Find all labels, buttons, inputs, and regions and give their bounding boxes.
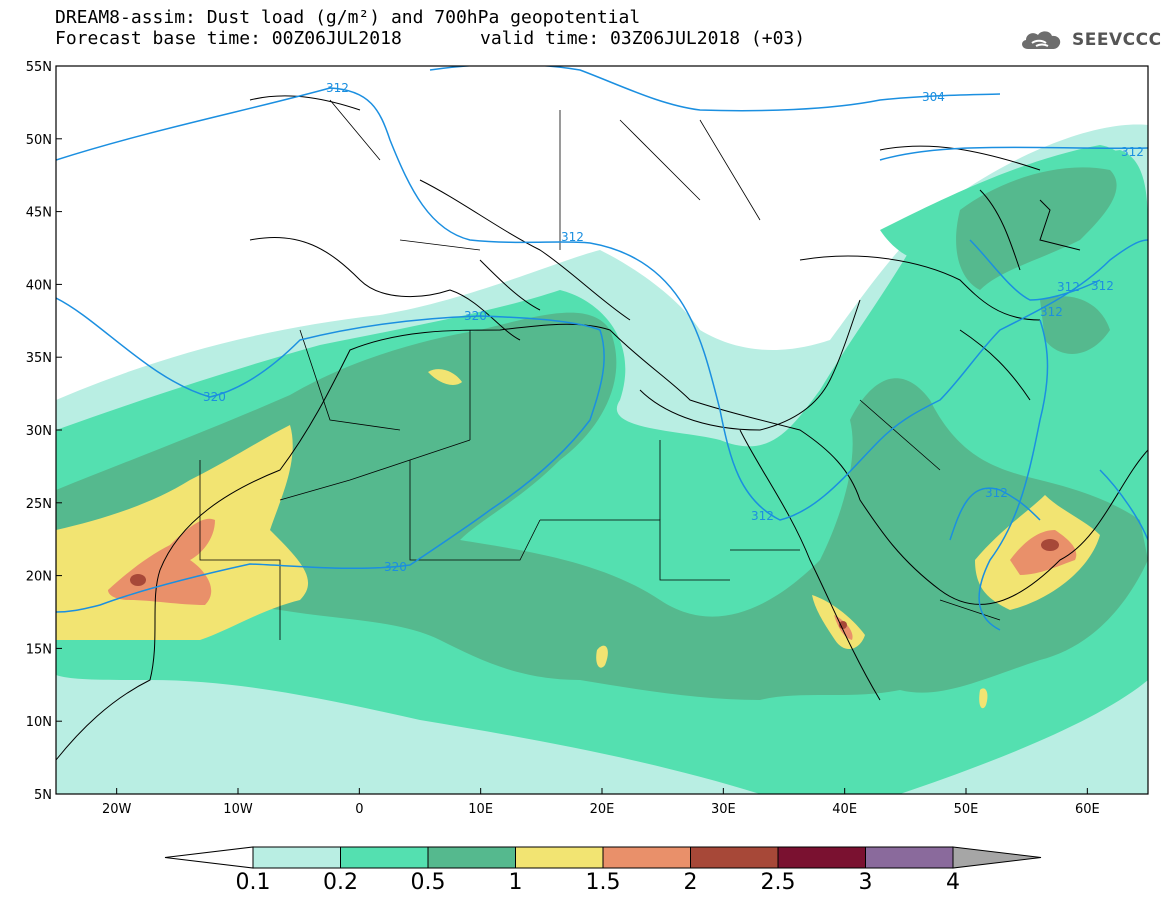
colorbar-segment <box>690 846 779 869</box>
logo-text: SEEVCCC <box>1072 30 1162 50</box>
lon-tick-label: 20E <box>590 802 615 817</box>
colorbar-label: 1 <box>509 870 523 895</box>
lat-tick-label: 55N <box>26 60 52 75</box>
lat-tick-label: 30N <box>26 424 52 439</box>
colorbar-segment <box>777 846 866 869</box>
lon-tick-label: 10E <box>468 802 493 817</box>
lat-tick-label: 5N <box>34 788 52 803</box>
contour-label: 312 <box>561 230 584 244</box>
latitude-axis: 55N 50N 45N 40N 35N 30N 25N 20N 15N 10N 5N <box>26 60 62 803</box>
colorbar-min-arrow <box>164 846 254 869</box>
contour-label: 312 <box>1057 280 1080 294</box>
lon-tick-label: 20W <box>102 802 132 817</box>
colorbar-segment <box>515 846 604 869</box>
colorbar-segment <box>427 846 516 869</box>
contour-label: 320 <box>464 309 487 323</box>
country-borders <box>199 99 1001 640</box>
lon-tick-label: 40E <box>832 802 857 817</box>
lat-tick-label: 15N <box>26 642 52 657</box>
lat-tick-label: 35N <box>26 351 52 366</box>
title-line-2-valid-time: valid time: 03Z06JUL2018 (+03) <box>480 28 806 49</box>
colorbar-label: 0.2 <box>323 870 358 895</box>
colorbar-label: 4 <box>946 870 960 895</box>
lat-tick-label: 10N <box>26 715 52 730</box>
contour-label: 312 <box>1121 145 1144 159</box>
colorbar-segment <box>340 846 429 869</box>
contour-label: 320 <box>203 390 226 404</box>
contour-label: 304 <box>922 90 945 104</box>
lat-tick-label: 20N <box>26 570 52 585</box>
lat-tick-label: 40N <box>26 278 52 293</box>
colorbar-label: 2 <box>684 870 698 895</box>
lon-tick-label: 10W <box>223 802 253 817</box>
colorbar-max-arrow <box>952 846 1042 869</box>
lon-tick-label: 60E <box>1075 802 1100 817</box>
longitude-axis: 20W 10W 0 10E 20E 30E 40E 50E 60E <box>102 788 1100 817</box>
colorbar-label: 0.1 <box>236 870 271 895</box>
coastlines <box>56 95 1148 761</box>
lon-tick-label: 50E <box>954 802 979 817</box>
colorbar-segment <box>252 846 341 869</box>
dust-field-2 <box>130 539 1059 629</box>
dust-field-0.5 <box>56 167 1148 700</box>
lat-tick-label: 25N <box>26 497 52 512</box>
geopotential-contours <box>56 66 1148 631</box>
contour-label: 312 <box>985 486 1008 500</box>
lon-tick-label: 0 <box>355 802 363 817</box>
seevccc-logo: SEEVCCC <box>1018 27 1162 53</box>
lat-tick-label: 50N <box>26 133 52 148</box>
colorbar-segment <box>602 846 691 869</box>
contour-label: 312 <box>751 509 774 523</box>
contour-labels: 312 304 312 312 312 320 320 312 312 312 … <box>203 81 1144 574</box>
contour-label: 312 <box>1091 279 1114 293</box>
lon-tick-label: 30E <box>711 802 736 817</box>
contour-label: 320 <box>384 560 407 574</box>
colorbar-label: 1.5 <box>586 870 621 895</box>
colorbar-label: 3 <box>859 870 873 895</box>
colorbar-label: 2.5 <box>761 870 796 895</box>
title-line-2-base-time: Forecast base time: 00Z06JUL2018 <box>55 28 402 49</box>
contour-label: 312 <box>326 81 349 95</box>
colorbar: 0.1 0.2 0.5 1 1.5 2 2.5 3 4 <box>164 846 1042 895</box>
cloud-icon <box>1022 31 1061 49</box>
colorbar-segment <box>865 846 954 869</box>
title-line-1: DREAM8-assim: Dust load (g/m²) and 700hP… <box>55 7 641 28</box>
colorbar-label: 0.5 <box>411 870 446 895</box>
lat-tick-label: 45N <box>26 206 52 221</box>
contour-label: 312 <box>1040 305 1063 319</box>
